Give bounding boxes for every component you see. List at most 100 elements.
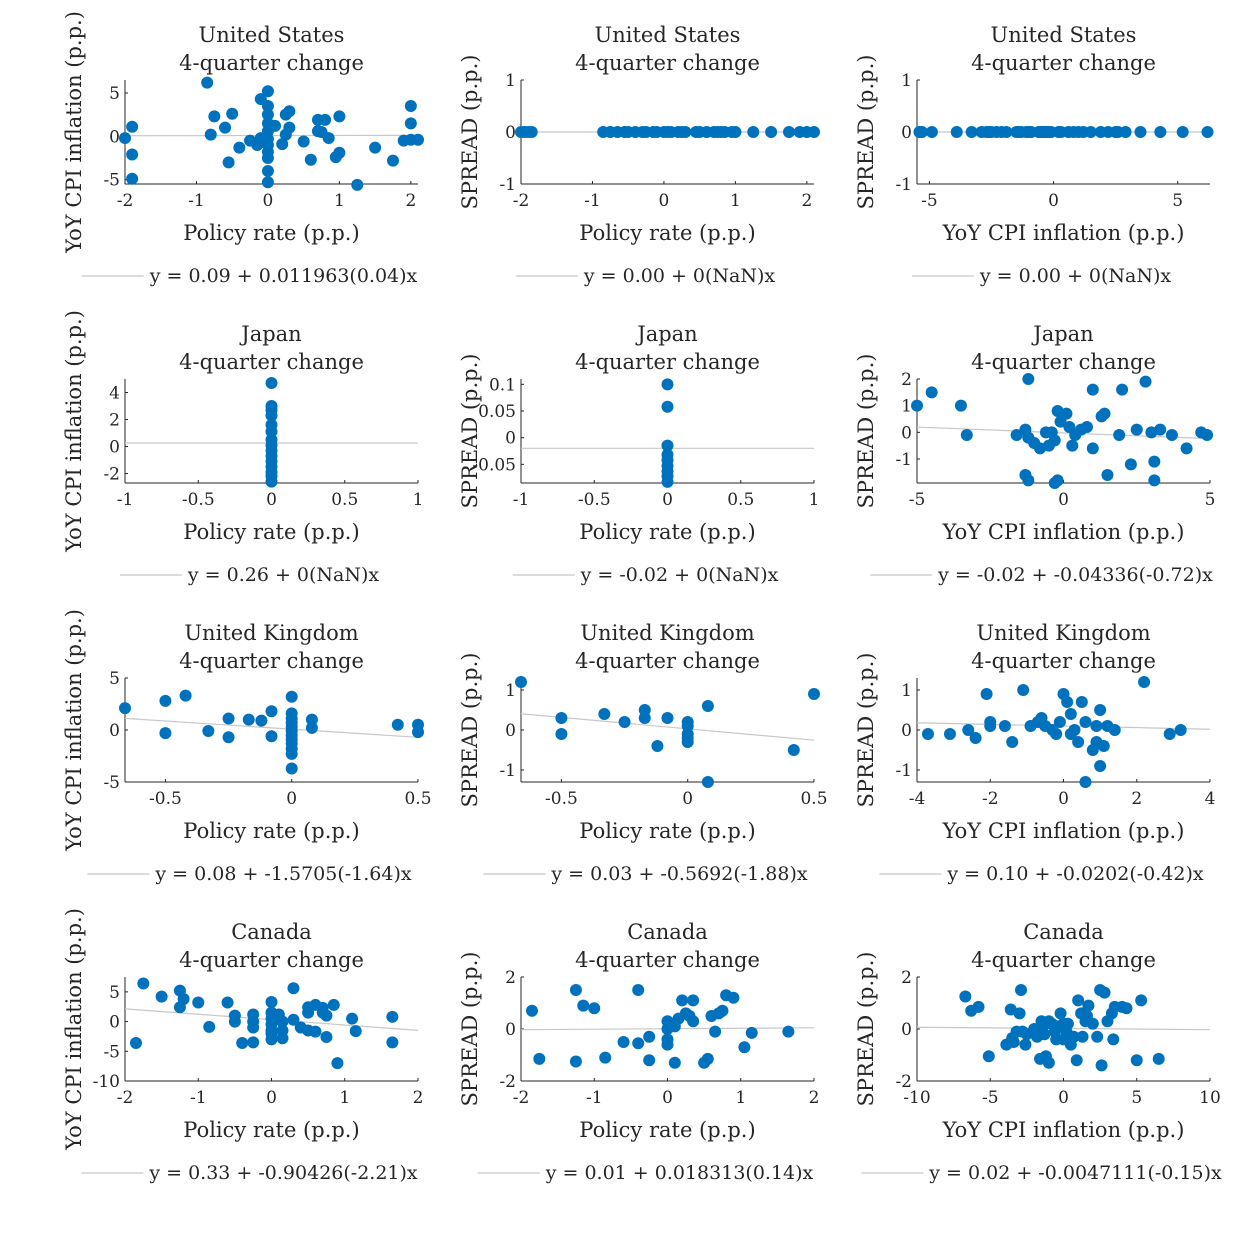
data-point: [1048, 434, 1061, 447]
data-point: [1060, 407, 1073, 420]
subplot-title: United States: [595, 23, 741, 47]
data-point: [327, 998, 340, 1011]
subplot-5: Japan 4-quarter change -1 -0.5 0 0.5 1 -0.05 0 0.…: [458, 322, 819, 586]
data-point: [661, 378, 674, 391]
data-point: [302, 1006, 315, 1019]
data-point: [998, 720, 1011, 732]
data-point: [222, 156, 235, 169]
legend-text: y = 0.08 + -1.5705(-1.64)x: [154, 863, 411, 885]
data-point: [1113, 429, 1126, 441]
data-point: [1154, 423, 1167, 436]
subplot-subtitle: 4-quarter change: [179, 948, 364, 972]
y-tick-label: -0.05: [472, 455, 516, 475]
y-tick-label: 1: [901, 71, 912, 91]
data-point: [962, 724, 975, 736]
data-point: [265, 377, 278, 390]
x-axis-label: Policy rate (p.p.): [579, 221, 755, 245]
data-point: [309, 1025, 322, 1038]
data-point: [1007, 1036, 1020, 1048]
data-point: [1180, 442, 1193, 455]
subplot-subtitle: 4-quarter change: [575, 649, 760, 673]
data-point: [661, 439, 674, 452]
subplot-title: United Kingdom: [184, 621, 358, 645]
data-point: [265, 409, 278, 422]
data-point: [349, 1025, 362, 1038]
subplot-subtitle: 4-quarter change: [575, 51, 760, 75]
data-point: [261, 165, 274, 177]
y-tick-label: 2: [901, 370, 912, 390]
data-point: [287, 982, 300, 995]
y-tick-label: 2: [505, 968, 516, 988]
x-tick-label: 0: [286, 789, 297, 809]
data-point: [404, 100, 417, 112]
data-point: [1022, 474, 1035, 487]
data-point: [119, 132, 131, 145]
data-point: [1061, 1017, 1074, 1030]
data-point: [1097, 740, 1110, 752]
legend-text: y = 0.10 + -0.0202(-0.42)x: [946, 863, 1203, 885]
subplot-title: Japan: [239, 322, 301, 346]
data-point: [808, 688, 820, 700]
y-tick-label: 0: [901, 423, 912, 443]
data-point: [598, 708, 611, 720]
data-point: [969, 732, 982, 744]
y-tick-label: -1: [499, 175, 516, 195]
data-point: [661, 712, 674, 724]
data-point: [701, 1052, 714, 1065]
data-point: [386, 154, 399, 167]
x-axis-label: YoY CPI inflation (p.p.): [942, 520, 1185, 544]
data-point: [701, 776, 714, 788]
data-point: [159, 727, 172, 740]
data-point: [276, 138, 289, 151]
data-point: [304, 153, 317, 166]
x-tick-label: 2: [801, 191, 812, 211]
y-tick-label: -2: [895, 1072, 912, 1092]
y-tick-label: 0: [901, 721, 912, 741]
subplot-subtitle: 4-quarter change: [179, 51, 364, 75]
x-axis-label: YoY CPI inflation (p.p.): [942, 1118, 1185, 1142]
subplot-title: Canada: [231, 920, 312, 944]
data-point: [404, 117, 417, 130]
data-point: [1038, 1028, 1051, 1041]
data-point: [1165, 429, 1178, 441]
data-point: [320, 1031, 333, 1044]
x-tick-label: 5: [1131, 1088, 1142, 1108]
x-axis-label: Policy rate (p.p.): [183, 819, 359, 843]
subplot-subtitle: 4-quarter change: [179, 350, 364, 374]
data-point: [972, 1000, 985, 1013]
data-point: [643, 1054, 656, 1067]
data-point: [569, 984, 582, 996]
subplot-title: United Kingdom: [976, 621, 1150, 645]
y-tick-label: -5: [103, 1042, 120, 1062]
data-point: [1148, 455, 1161, 468]
subplot-12: Canada 4-quarter change -10 -5 0 5 10 -2 0 2 YoY C…: [854, 920, 1222, 1184]
data-point: [679, 126, 692, 138]
data-point: [319, 113, 332, 126]
x-tick-label: -1: [586, 1088, 603, 1108]
x-tick-label: 0: [1058, 789, 1069, 809]
data-point: [1138, 676, 1151, 688]
x-tick-label: -2: [513, 1088, 530, 1108]
data-point: [1176, 126, 1189, 138]
x-tick-label: 1: [339, 1088, 350, 1108]
data-point: [1051, 474, 1064, 487]
x-axis-label: Policy rate (p.p.): [183, 1118, 359, 1142]
x-tick-label: 5: [1172, 191, 1183, 211]
legend-text: y = 0.02 + -0.0047111(-0.15)x: [928, 1162, 1222, 1184]
x-tick-label: 0.5: [800, 789, 827, 809]
data-point: [1130, 423, 1143, 436]
data-point: [369, 141, 382, 154]
subplot-title: United Kingdom: [580, 621, 754, 645]
data-point: [1134, 126, 1147, 138]
data-point: [1135, 994, 1148, 1007]
x-axis-label: Policy rate (p.p.): [579, 819, 755, 843]
data-point: [1042, 1056, 1055, 1069]
data-point: [226, 107, 239, 120]
data-point: [269, 119, 282, 132]
y-tick-label: 1: [901, 397, 912, 417]
data-point: [515, 676, 527, 688]
data-point: [1053, 716, 1066, 728]
y-tick-label: -10: [93, 1072, 120, 1092]
x-tick-label: 1: [730, 191, 741, 211]
y-axis-label: YoY CPI inflation (p.p.): [62, 310, 86, 553]
